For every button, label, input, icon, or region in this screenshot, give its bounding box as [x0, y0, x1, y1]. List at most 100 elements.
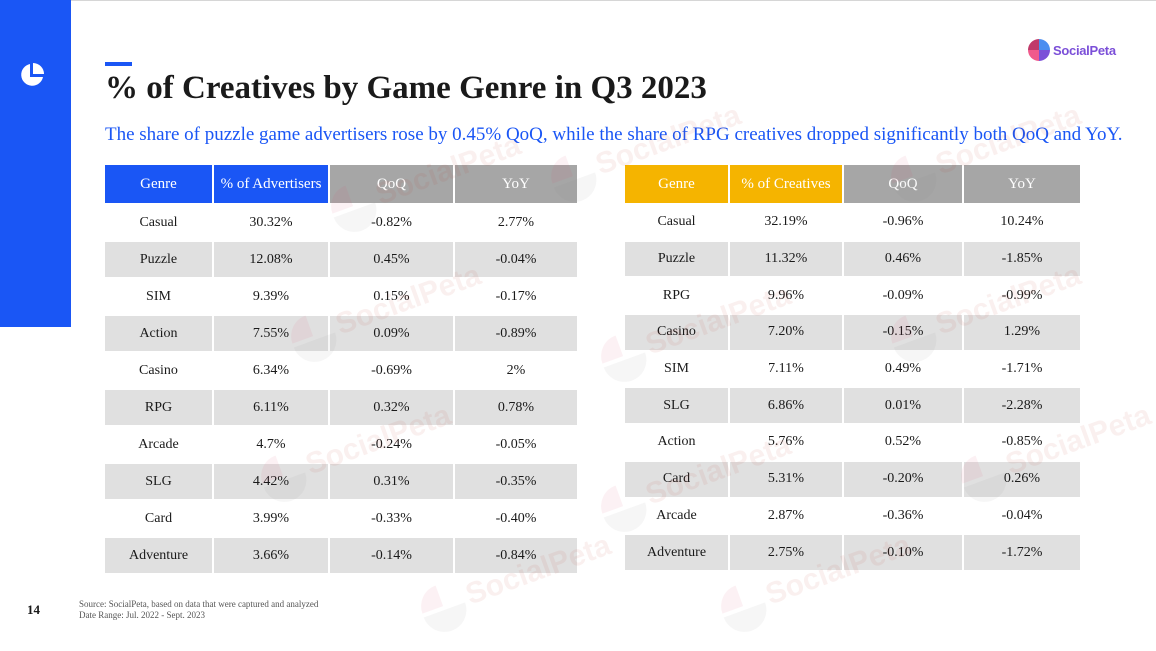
column-header-qoq: QoQ — [330, 165, 453, 203]
table-row: Card 3.99% -0.33% -0.40% — [105, 501, 577, 536]
table-row: SIM 9.39% 0.15% -0.17% — [105, 279, 577, 314]
table-row: SIM 7.11% 0.49% -1.71% — [625, 352, 1080, 387]
table-row: Puzzle 11.32% 0.46% -1.85% — [625, 241, 1080, 277]
yoy-cell: 2.77% — [497, 214, 535, 230]
qoq-cell: 0.15% — [373, 288, 410, 304]
column-header-genre: Genre — [105, 165, 212, 203]
table-row: Adventure 3.66% -0.14% -0.84% — [105, 538, 577, 573]
share-cell: 9.96% — [767, 287, 805, 303]
genre-cell: RPG — [662, 287, 691, 303]
genre-cell: Casino — [625, 315, 728, 350]
qoq-cell: 0.52% — [884, 434, 922, 450]
yoy-cell: -2.28% — [964, 388, 1080, 424]
genre-cell: SLG — [625, 388, 728, 424]
advertisers-table: Genre % of Advertisers QoQ YoY Casual 30.… — [103, 163, 579, 575]
qoq-cell: -0.33% — [371, 510, 412, 526]
genre-cell: Card — [144, 510, 173, 526]
share-cell: 4.7% — [256, 436, 286, 452]
table-row: RPG 6.11% 0.32% 0.78% — [105, 390, 577, 425]
genre-cell: Puzzle — [625, 241, 728, 277]
share-cell: 12.08% — [214, 242, 328, 277]
date-range-note: Date Range: Jul. 2022 - Sept. 2023 — [79, 610, 205, 620]
share-cell: 11.32% — [730, 241, 842, 277]
table-row: Casual 32.19% -0.96% 10.24% — [625, 205, 1080, 240]
genre-cell: Casual — [657, 214, 696, 230]
qoq-cell: -0.36% — [882, 507, 924, 523]
share-cell: 2.75% — [730, 535, 842, 570]
share-cell: 6.86% — [730, 388, 842, 424]
qoq-cell: -0.96% — [882, 214, 924, 230]
table-header-row: Genre % of Advertisers QoQ YoY — [105, 165, 577, 203]
share-cell: 32.19% — [764, 214, 808, 230]
yoy-cell: -0.17% — [495, 288, 537, 304]
qoq-cell: -0.82% — [371, 214, 412, 230]
share-cell: 2.87% — [767, 507, 805, 523]
qoq-cell: -0.24% — [371, 436, 412, 452]
table-row: Casino 6.34% -0.69% 2% — [105, 353, 577, 388]
genre-cell: SLG — [105, 464, 212, 499]
yoy-cell: -1.85% — [964, 241, 1080, 277]
share-cell: 7.11% — [768, 361, 804, 377]
yoy-cell: -0.35% — [455, 464, 577, 499]
share-cell: 5.31% — [730, 461, 842, 497]
qoq-cell: -0.20% — [844, 461, 962, 497]
share-cell: 4.42% — [214, 464, 328, 499]
column-header-genre: Genre — [625, 165, 728, 203]
yoy-cell: -1.72% — [964, 535, 1080, 570]
qoq-cell: 0.32% — [330, 390, 453, 425]
yoy-cell: 2% — [506, 362, 526, 378]
share-cell: 5.76% — [767, 434, 805, 450]
genre-cell: Arcade — [138, 436, 179, 452]
source-footnote: Source: SocialPeta, based on data that w… — [79, 599, 318, 621]
qoq-cell: -0.10% — [844, 535, 962, 570]
table-row: Action 7.55% 0.09% -0.89% — [105, 316, 577, 351]
share-cell: 3.99% — [252, 510, 290, 526]
yoy-cell: -0.89% — [455, 316, 577, 351]
share-cell: 7.55% — [214, 316, 328, 351]
table-header-row: Genre % of Creatives QoQ YoY — [625, 165, 1080, 203]
genre-cell: Adventure — [625, 535, 728, 570]
qoq-cell: 0.01% — [844, 388, 962, 424]
share-cell: 9.39% — [252, 288, 290, 304]
genre-cell: Casino — [139, 362, 178, 378]
yoy-cell: -1.71% — [1001, 361, 1043, 377]
qoq-cell: -0.09% — [882, 287, 924, 303]
column-header-qoq: QoQ — [844, 165, 962, 203]
column-header-yoy: YoY — [964, 165, 1080, 203]
yoy-cell: -0.04% — [1001, 507, 1043, 523]
slide-subtitle: The share of puzzle game advertisers ros… — [105, 124, 1123, 145]
yoy-cell: -0.85% — [1001, 434, 1043, 450]
yoy-cell: -0.84% — [455, 538, 577, 573]
brand-logo: SocialPeta — [1027, 38, 1116, 62]
yoy-cell: 0.78% — [455, 390, 577, 425]
qoq-cell: -0.15% — [844, 315, 962, 350]
table-row: RPG 9.96% -0.09% -0.99% — [625, 278, 1080, 313]
quarter-pie-icon — [21, 63, 44, 86]
share-cell: 30.32% — [249, 214, 293, 230]
yoy-cell: 10.24% — [1000, 214, 1044, 230]
creatives-table: Genre % of Creatives QoQ YoY Casual 32.19… — [623, 163, 1082, 572]
top-rule — [0, 0, 1156, 1]
title-accent-bar — [105, 62, 132, 66]
yoy-cell: 1.29% — [964, 315, 1080, 350]
slide-title: % of Creatives by Game Genre in Q3 2023 — [105, 70, 707, 106]
yoy-cell: 0.26% — [964, 461, 1080, 497]
column-header-share: % of Advertisers — [214, 165, 328, 203]
table-row: Casual 30.32% -0.82% 2.77% — [105, 205, 577, 240]
genre-cell: Action — [105, 316, 212, 351]
table-row: Card 5.31% -0.20% 0.26% — [625, 461, 1080, 497]
table-row: SLG 4.42% 0.31% -0.35% — [105, 464, 577, 499]
socialpeta-logo-icon — [1028, 39, 1050, 61]
genre-cell: Arcade — [656, 507, 697, 523]
page-number: 14 — [27, 602, 40, 617]
genre-cell: RPG — [105, 390, 212, 425]
qoq-cell: 0.46% — [844, 241, 962, 277]
genre-cell: Puzzle — [105, 242, 212, 277]
yoy-cell: -0.05% — [495, 436, 537, 452]
source-note: Source: SocialPeta, based on data that w… — [79, 599, 319, 609]
qoq-cell: 0.49% — [884, 361, 922, 377]
yoy-cell: -0.99% — [1001, 287, 1043, 303]
side-accent-panel — [0, 0, 71, 327]
table-row: Puzzle 12.08% 0.45% -0.04% — [105, 242, 577, 277]
share-cell: 6.11% — [214, 390, 328, 425]
